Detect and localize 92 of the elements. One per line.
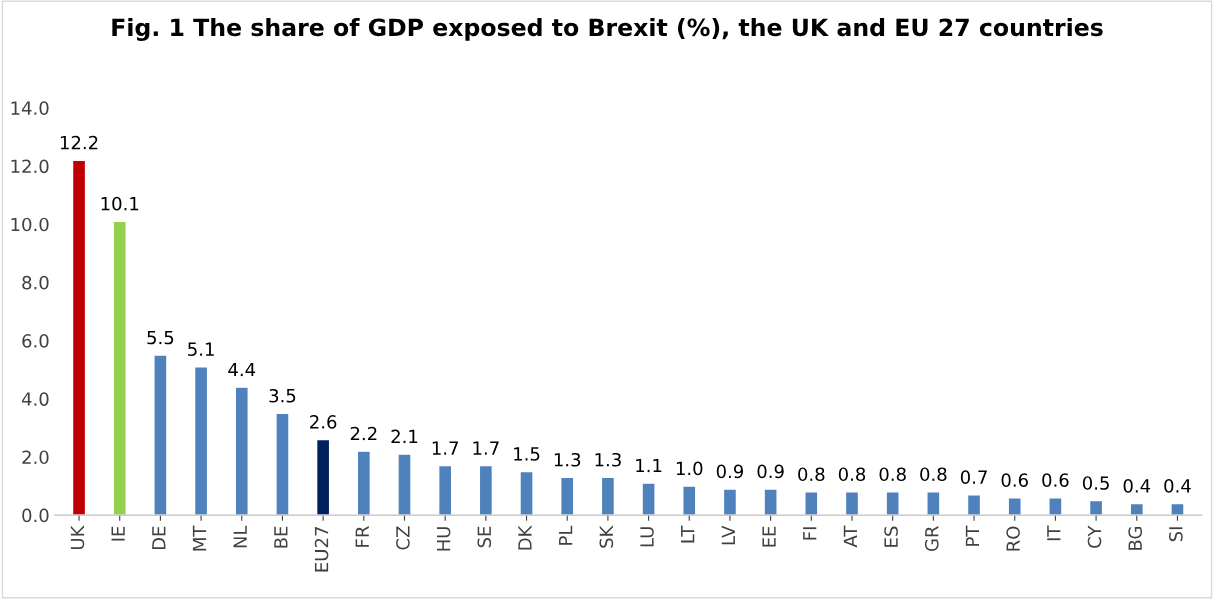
bar bbox=[315, 438, 331, 516]
x-tick-label: DK bbox=[518, 525, 532, 550]
data-label: 1.7 bbox=[473, 441, 499, 455]
data-label: 2.2 bbox=[350, 426, 377, 441]
y-tick-label: 0.0 bbox=[22, 508, 49, 523]
bar bbox=[478, 464, 494, 516]
bar bbox=[966, 494, 982, 516]
x-tick-label: SI bbox=[1169, 527, 1183, 542]
data-label: 1.3 bbox=[595, 452, 621, 467]
x-tick-label: HU bbox=[436, 527, 451, 551]
data-label: 0.8 bbox=[920, 467, 947, 482]
y-tick-label: 14.0 bbox=[11, 101, 49, 115]
data-label: 0.6 bbox=[1042, 473, 1069, 487]
y-tick-label: 12.0 bbox=[11, 159, 49, 174]
data-label: 0.8 bbox=[838, 467, 866, 482]
x-tick-label: PT bbox=[965, 525, 980, 546]
bar bbox=[1088, 499, 1104, 516]
y-tick-label: 10.0 bbox=[11, 217, 49, 232]
data-label: 5.1 bbox=[188, 342, 214, 356]
x-tick-label: IT bbox=[1047, 525, 1061, 541]
bar bbox=[844, 491, 860, 516]
data-label: 1.0 bbox=[676, 461, 703, 476]
bar bbox=[71, 159, 87, 516]
bar bbox=[682, 485, 697, 516]
data-label: 12.2 bbox=[60, 135, 98, 150]
bar bbox=[397, 453, 412, 516]
y-tick-label: 6.0 bbox=[22, 334, 49, 348]
bar bbox=[193, 366, 209, 516]
data-label: 0.4 bbox=[1123, 479, 1151, 493]
data-label: 1.3 bbox=[554, 452, 581, 467]
data-label: 3.5 bbox=[269, 388, 296, 403]
data-label: 10.1 bbox=[101, 196, 139, 211]
x-tick-label: NL bbox=[233, 525, 247, 548]
data-label: 5.5 bbox=[147, 330, 174, 345]
x-tick-label: DE bbox=[152, 526, 166, 550]
bar bbox=[1007, 496, 1022, 516]
x-tick-label: AT bbox=[843, 525, 857, 548]
data-label: 0.8 bbox=[879, 467, 906, 482]
y-tick-label: 2.0 bbox=[22, 450, 49, 465]
data-label: 1.7 bbox=[432, 441, 458, 455]
data-label: 0.8 bbox=[798, 467, 825, 482]
bar bbox=[356, 450, 372, 516]
data-label: 0.9 bbox=[716, 464, 744, 479]
x-tick-label: FI bbox=[803, 527, 817, 540]
bar bbox=[275, 412, 290, 516]
x-tick-label: BG bbox=[1128, 527, 1143, 550]
data-label: 0.7 bbox=[960, 470, 987, 484]
bar bbox=[234, 386, 249, 516]
x-tick-label: FR bbox=[355, 526, 369, 547]
bar bbox=[885, 491, 900, 516]
x-tick-label: UK bbox=[70, 525, 85, 550]
x-tick-label: SE bbox=[477, 526, 492, 548]
y-tick-label: 8.0 bbox=[22, 275, 49, 290]
bar bbox=[641, 482, 656, 516]
data-label: 0.9 bbox=[757, 464, 784, 479]
data-label: 2.6 bbox=[310, 415, 337, 429]
x-tick-label: LT bbox=[681, 525, 695, 543]
y-tick-label: 4.0 bbox=[21, 392, 49, 406]
x-tick-label: ES bbox=[884, 526, 898, 547]
x-tick-label: MT bbox=[192, 525, 207, 551]
x-tick-label: SK bbox=[599, 525, 614, 548]
x-tick-label: GR bbox=[924, 526, 939, 552]
x-tick-label: LV bbox=[721, 525, 735, 545]
x-tick-label: IE bbox=[111, 526, 125, 541]
x-tick-label: CZ bbox=[396, 526, 410, 550]
data-label: 1.5 bbox=[514, 447, 540, 461]
bar bbox=[804, 491, 819, 516]
x-tick-label: EU27 bbox=[314, 527, 329, 572]
data-label: 4.4 bbox=[228, 362, 256, 377]
bar bbox=[600, 476, 616, 516]
bar bbox=[437, 464, 453, 516]
bar bbox=[1170, 502, 1185, 516]
bar bbox=[560, 476, 575, 516]
bar bbox=[926, 491, 941, 516]
x-tick-label: PL bbox=[559, 525, 573, 545]
bar bbox=[763, 488, 778, 516]
x-tick-label: EE bbox=[762, 526, 776, 547]
data-label: 1.1 bbox=[636, 458, 662, 473]
bar bbox=[153, 354, 168, 516]
bar bbox=[1048, 496, 1063, 516]
bar bbox=[722, 488, 738, 516]
chart-title: Fig. 1 The share of GDP exposed to Brexit (%), the UK and EU 27 countries bbox=[112, 17, 1103, 42]
data-label: 2.1 bbox=[391, 429, 418, 444]
data-label: 0.4 bbox=[1164, 479, 1191, 493]
data-label: 0.5 bbox=[1082, 476, 1109, 490]
data-label: 0.6 bbox=[1001, 473, 1028, 487]
x-tick-label: RO bbox=[1006, 526, 1020, 551]
x-tick-label: CY bbox=[1087, 525, 1102, 548]
bar bbox=[112, 220, 127, 516]
x-tick-label: BE bbox=[274, 526, 288, 548]
bar bbox=[519, 470, 534, 516]
x-tick-label: LU bbox=[640, 527, 654, 547]
